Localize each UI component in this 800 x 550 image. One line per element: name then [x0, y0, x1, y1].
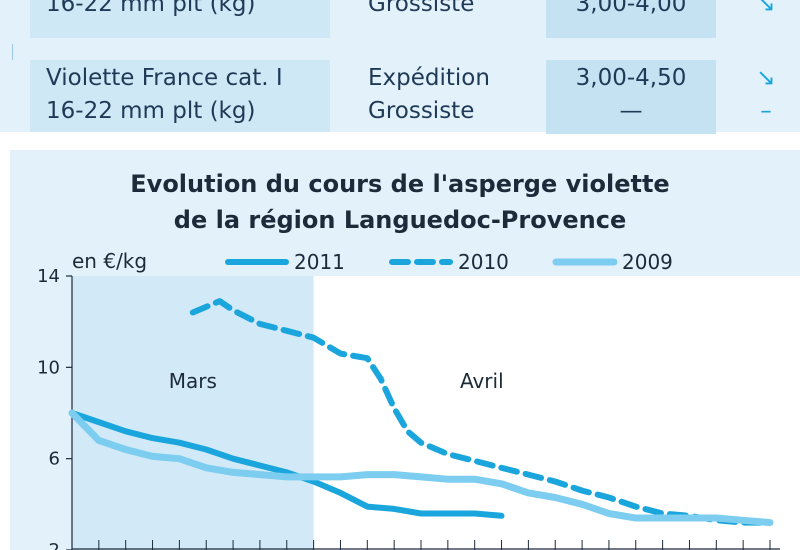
- legend: 2011 2010 2009: [225, 250, 673, 274]
- y-tick-label: 6: [49, 449, 60, 470]
- product-cell: Violette France cat. I 16-22 mm plt (kg): [30, 60, 330, 132]
- product-line-1: Violette France cat. I: [46, 65, 283, 91]
- price-table: 16-22 mm plt (kg) Grossiste 3,00-4,00 ↘ …: [0, 0, 800, 134]
- region-label-mars: Mars: [169, 369, 217, 393]
- region-labels: Mars Avril: [169, 369, 504, 393]
- market-line-2: Grossiste: [368, 0, 475, 17]
- trend-down-icon: ↘: [756, 65, 776, 91]
- legend-label-2011: 2011: [294, 250, 345, 274]
- series-line-2011: [69, 410, 505, 519]
- market-line-1: Expédition: [368, 65, 490, 91]
- trend-cell: ↘: [732, 0, 800, 38]
- y-tick-label: 10: [37, 357, 60, 378]
- product-line-2: 16-22 mm plt (kg): [46, 98, 256, 124]
- price-cell: 3,00-4,50 —: [546, 60, 716, 134]
- trend-cell: ↘ –: [732, 60, 800, 134]
- price-line-2: 3,00-4,00: [575, 0, 687, 17]
- y-axis-label: en €/kg: [72, 249, 147, 273]
- march-band: [72, 276, 314, 550]
- price-line-1: 3,00-4,50: [575, 65, 687, 91]
- table-row: 16-22 mm plt (kg) Grossiste 3,00-4,00 ↘: [12, 0, 800, 44]
- table-row: Violette France cat. I 16-22 mm plt (kg)…: [12, 60, 800, 134]
- market-line-2: Grossiste: [368, 98, 475, 124]
- chart-svg: Evolution du cours de l'asperge violette…: [10, 150, 800, 550]
- market-cell: Expédition Grossiste: [368, 60, 548, 134]
- product-line-2: 16-22 mm plt (kg): [46, 0, 256, 17]
- series-lines: [68, 298, 774, 527]
- region-label-avril: Avril: [460, 369, 504, 393]
- legend-label-2010: 2010: [458, 250, 509, 274]
- price-cell: 3,00-4,00: [546, 0, 716, 38]
- price-chart: Evolution du cours de l'asperge violette…: [0, 150, 800, 550]
- product-cell: 16-22 mm plt (kg): [30, 0, 330, 38]
- trend-arrow-icon: ↘: [756, 0, 776, 17]
- legend-label-2009: 2009: [622, 250, 673, 274]
- y-tick-label: 14: [37, 266, 60, 287]
- chart-title-line-2: de la région Languedoc-Provence: [174, 206, 626, 234]
- trend-flat-icon: –: [760, 98, 772, 124]
- series-line-2009: [68, 409, 774, 527]
- chart-title-line-1: Evolution du cours de l'asperge violette: [130, 170, 669, 198]
- price-line-2: —: [619, 98, 643, 124]
- y-tick-label: 2: [49, 540, 60, 550]
- series-line-2010: [189, 298, 773, 526]
- market-cell: Grossiste: [368, 0, 548, 38]
